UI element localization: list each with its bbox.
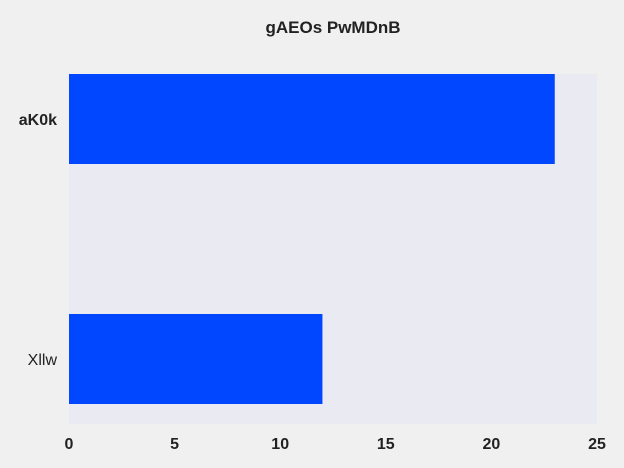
category-label-aK0k: aK0k <box>19 112 57 129</box>
x-tick-label: 15 <box>377 436 395 453</box>
category-label-Xllw: Xllw <box>28 352 58 369</box>
category-labels: aK0k Xllw <box>19 112 58 369</box>
chart-title: gAEOs PwMDnB <box>265 18 400 37</box>
x-tick-label: 25 <box>588 436 606 453</box>
x-tick-label: 20 <box>483 436 501 453</box>
bar-aK0k <box>69 74 555 164</box>
x-tick-label: 5 <box>170 436 179 453</box>
x-tick-labels: 0 5 10 15 20 25 <box>65 436 606 453</box>
bars-group <box>69 74 555 404</box>
bar-Xllw <box>69 314 323 404</box>
x-tick-label: 10 <box>271 436 289 453</box>
x-tick-label: 0 <box>65 436 74 453</box>
